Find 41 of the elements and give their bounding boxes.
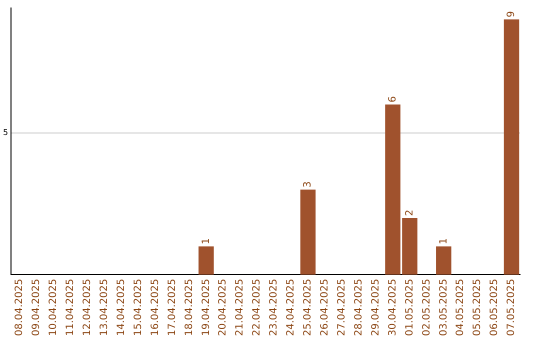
- x-tick-label: 21.04.2025: [234, 278, 246, 336]
- x-tick-label: 19.04.2025: [200, 278, 212, 336]
- y-tick-label: 5: [2, 128, 8, 137]
- x-tick-label: 17.04.2025: [166, 278, 178, 336]
- x-tick-label: 07.05.2025: [506, 278, 518, 336]
- x-tick-label: 06.05.2025: [489, 278, 500, 336]
- data-label: 2: [404, 210, 416, 216]
- x-tick-label: 18.04.2025: [184, 278, 195, 336]
- x-tick-label: 25.04.2025: [302, 278, 314, 336]
- bar: [198, 246, 214, 275]
- data-label: 6: [387, 96, 398, 102]
- x-tick-label: 03.05.2025: [438, 278, 450, 336]
- x-tick-label: 28.04.2025: [353, 278, 364, 336]
- x-tick-label: 11.04.2025: [65, 278, 76, 336]
- x-tick-label: 24.04.2025: [286, 278, 297, 336]
- data-label: 9: [506, 10, 518, 18]
- x-tick-label: 04.05.2025: [455, 278, 466, 336]
- x-tick-label: 29.04.2025: [370, 278, 382, 336]
- x-tick-label: 26.04.2025: [320, 278, 331, 336]
- x-tick-label: 22.04.2025: [252, 278, 263, 336]
- bar: [436, 246, 452, 275]
- x-tick-label: 10.04.2025: [48, 278, 60, 336]
- x-tick-label: 15.04.2025: [132, 278, 144, 336]
- x-tick-label: 02.05.2025: [421, 278, 432, 336]
- x-tick-label: 05.05.2025: [472, 278, 484, 336]
- data-label: 1: [200, 238, 212, 244]
- x-tick-label: 09.04.2025: [31, 278, 42, 336]
- x-tick-label: 08.04.2025: [14, 278, 26, 336]
- x-tick-label: 12.04.2025: [82, 278, 94, 336]
- x-tick-label: 14.04.2025: [116, 278, 127, 336]
- x-tick-label: 23.04.2025: [268, 278, 280, 336]
- data-label: 1: [438, 238, 450, 244]
- bar: [504, 19, 520, 275]
- x-tick-label: 20.04.2025: [218, 278, 229, 336]
- bar: [300, 190, 316, 275]
- x-tick-label: 16.04.2025: [150, 278, 161, 336]
- data-label: 3: [302, 181, 314, 188]
- x-tick-label: 27.04.2025: [336, 278, 348, 336]
- x-tick-label: 01.05.2025: [404, 278, 416, 336]
- x-tick-label: 30.04.2025: [387, 278, 398, 336]
- x-tick-label: 13.04.2025: [98, 278, 110, 336]
